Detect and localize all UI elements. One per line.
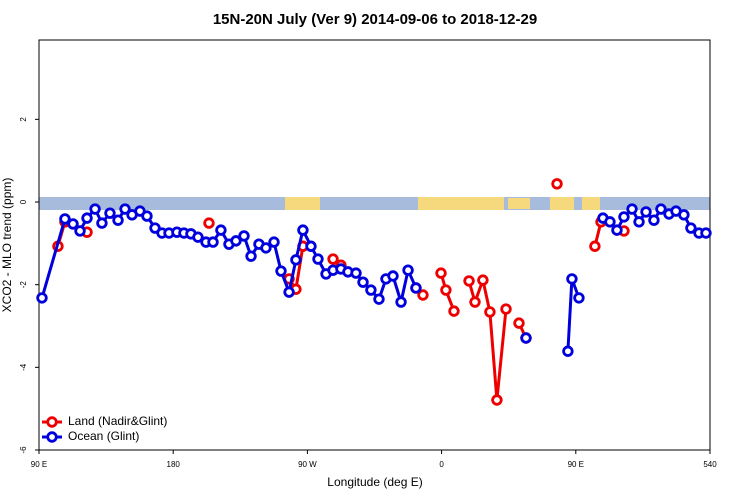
land-patch (582, 197, 600, 210)
land-ocean-strip (39, 197, 710, 210)
land-patch (285, 197, 320, 210)
point-marker (112, 214, 124, 226)
point-marker (562, 345, 574, 357)
point-marker (215, 224, 227, 236)
land-patch (418, 197, 504, 210)
point-marker (283, 286, 295, 298)
point-marker (141, 210, 153, 222)
point-marker (435, 267, 447, 279)
point-marker (297, 224, 309, 236)
point-marker (469, 296, 481, 308)
x-tick-label: 0 (439, 460, 444, 469)
point-marker (89, 203, 101, 215)
point-marker (268, 236, 280, 248)
ocean-strip (39, 197, 710, 210)
point-marker (520, 332, 532, 344)
point-marker (373, 293, 385, 305)
point-marker (484, 306, 496, 318)
point-marker (566, 273, 578, 285)
series-line (58, 222, 624, 400)
point-marker (350, 267, 362, 279)
point-marker (655, 203, 667, 215)
point-marker (312, 253, 324, 265)
point-marker (104, 207, 116, 219)
point-marker (74, 225, 86, 237)
point-marker (207, 236, 219, 248)
x-tick-label: 180 (167, 460, 181, 469)
legend-marker (46, 431, 58, 443)
x-tick-label: 540 (703, 460, 717, 469)
point-marker (678, 209, 690, 221)
point-marker (500, 303, 512, 315)
y-tick-label: 2 (19, 117, 28, 122)
point-marker (477, 274, 489, 286)
y-tick-label: -2 (19, 281, 28, 289)
y-axis-label: XCO2 - MLO trend (ppm) (0, 178, 14, 313)
point-marker (448, 305, 460, 317)
point-marker (96, 217, 108, 229)
point-marker (357, 276, 369, 288)
point-marker (59, 213, 71, 225)
point-marker (81, 212, 93, 224)
x-axis-label: Longitude (deg E) (327, 475, 422, 489)
point-marker (192, 231, 204, 243)
x-tick-label: 90 W (298, 460, 317, 469)
point-marker (700, 227, 712, 239)
point-marker (290, 254, 302, 266)
point-marker (387, 270, 399, 282)
land-patch (508, 198, 530, 209)
point-marker (551, 178, 563, 190)
y-tick-label: -6 (19, 446, 28, 454)
point-marker (611, 224, 623, 236)
legend-label: Ocean (Glint) (68, 429, 139, 443)
x-tick-label: 90 E (31, 460, 47, 469)
point-marker (618, 211, 630, 223)
point-marker (365, 284, 377, 296)
point-marker (119, 203, 131, 215)
point-marker (203, 217, 215, 229)
point-marker (67, 218, 79, 230)
point-marker (633, 216, 645, 228)
legend-label: Land (Nadir&Glint) (68, 414, 167, 428)
point-marker (410, 282, 422, 294)
point-marker (648, 214, 660, 226)
point-marker (36, 292, 48, 304)
point-marker (275, 265, 287, 277)
point-marker (440, 284, 452, 296)
point-marker (463, 275, 475, 287)
point-marker (305, 240, 317, 252)
point-marker (238, 230, 250, 242)
point-marker (589, 240, 601, 252)
chart-title: 15N-20N July (Ver 9) 2014-09-06 to 2018-… (213, 11, 537, 28)
point-marker (327, 253, 339, 265)
y-tick-label: -4 (19, 363, 28, 371)
point-marker (626, 203, 638, 215)
series-line (40, 207, 706, 352)
point-marker (604, 216, 616, 228)
point-marker (513, 317, 525, 329)
point-marker (685, 222, 697, 234)
point-marker (230, 235, 242, 247)
point-marker (245, 250, 257, 262)
point-marker (260, 242, 272, 254)
x-tick-label: 90 E (568, 460, 584, 469)
legend-marker (46, 416, 58, 428)
point-marker (640, 206, 652, 218)
point-marker (417, 289, 429, 301)
land-patch (550, 197, 574, 210)
y-tick-label: 0 (19, 199, 28, 204)
plot-frame (38, 39, 711, 451)
point-marker (402, 264, 414, 276)
point-marker (395, 296, 407, 308)
point-marker (573, 292, 585, 304)
point-marker (491, 394, 503, 406)
